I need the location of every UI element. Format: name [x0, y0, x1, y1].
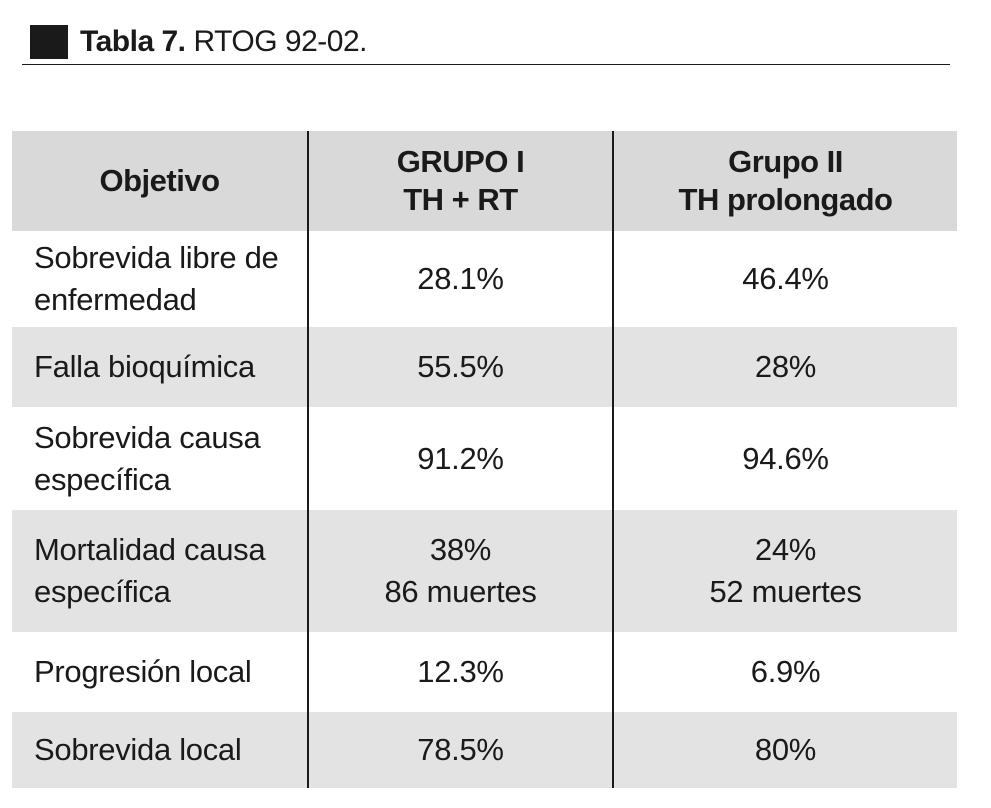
- value-line: 6.9%: [750, 654, 821, 689]
- header-group-2: Grupo II TH prolongado: [612, 131, 957, 231]
- group-2-value: 94.6%: [612, 407, 957, 510]
- caption-label: Tabla 7.: [80, 25, 186, 58]
- value-line: 86 muertes: [384, 574, 537, 609]
- value-line: 55.5%: [417, 349, 504, 384]
- row-label-line: Sobrevida local: [34, 732, 242, 767]
- caption-text: RTOG 92-02.: [193, 25, 367, 58]
- header-objective-text: Objetivo: [99, 163, 220, 198]
- value-line: 28%: [754, 349, 817, 384]
- header-row: Objetivo GRUPO I TH + RT Grupo II TH pro…: [12, 131, 957, 231]
- group-1-value: 38% 86 muertes: [307, 510, 613, 632]
- value-line: 91.2%: [417, 440, 504, 476]
- group-1-value: 28.1%: [307, 231, 613, 327]
- value-line: 46.4%: [742, 261, 829, 296]
- row-label-line: Falla bioquímica: [34, 349, 255, 384]
- row-label-line: Sobrevida libre de: [34, 240, 279, 275]
- table-row: Sobrevida causa específica 91.2% 94.6%: [12, 407, 957, 510]
- row-label-line: Mortalidad causa: [34, 532, 266, 567]
- header-objective: Objetivo: [12, 131, 308, 231]
- value-line: 12.3%: [417, 654, 504, 689]
- table-caption: Tabla 7. RTOG 92-02.: [30, 22, 367, 62]
- caption-divider: [22, 64, 950, 65]
- header-group-1: GRUPO I TH + RT: [307, 131, 613, 231]
- header-group-1-name: GRUPO I: [396, 144, 525, 179]
- table-row: Mortalidad causa específica 38% 86 muert…: [12, 510, 957, 632]
- value-line: 78.5%: [417, 732, 504, 767]
- value-line: 80%: [754, 732, 817, 767]
- header-group-2-name: Grupo II: [728, 144, 843, 179]
- row-label: Sobrevida libre de enfermedad: [12, 231, 308, 327]
- row-label: Sobrevida causa específica: [12, 407, 308, 510]
- row-label: Mortalidad causa específica: [12, 510, 308, 632]
- value-line: 38%: [429, 532, 492, 567]
- header-group-2-treatment: TH prolongado: [678, 182, 893, 217]
- table-row: Sobrevida local 78.5% 80%: [12, 712, 957, 788]
- group-1-value: 78.5%: [307, 712, 613, 788]
- group-1-value: 12.3%: [307, 632, 613, 712]
- table-row: Progresión local 12.3% 6.9%: [12, 632, 957, 712]
- row-label-line: Progresión local: [34, 654, 252, 689]
- group-2-value: 80%: [612, 712, 957, 788]
- row-label: Progresión local: [12, 632, 308, 712]
- group-2-value: 28%: [612, 327, 957, 407]
- header-group-1-treatment: TH + RT: [403, 182, 518, 217]
- value-line: 28.1%: [417, 261, 504, 296]
- row-label-line: enfermedad: [34, 282, 197, 317]
- row-label: Falla bioquímica: [12, 327, 308, 407]
- value-line: 94.6%: [742, 440, 829, 476]
- results-table: Objetivo GRUPO I TH + RT Grupo II TH pro…: [12, 131, 957, 788]
- group-1-value: 55.5%: [307, 327, 613, 407]
- value-line: 52 muertes: [709, 574, 862, 609]
- group-2-value: 6.9%: [612, 632, 957, 712]
- row-label-line: específica: [34, 461, 171, 497]
- row-label: Sobrevida local: [12, 712, 308, 788]
- caption-square-icon: [30, 25, 68, 59]
- table-row: Falla bioquímica 55.5% 28%: [12, 327, 957, 407]
- group-2-value: 24% 52 muertes: [612, 510, 957, 632]
- row-label-line: específica: [34, 574, 171, 609]
- group-1-value: 91.2%: [307, 407, 613, 510]
- value-line: 24%: [754, 532, 817, 567]
- row-label-line: Sobrevida causa: [34, 419, 261, 455]
- group-2-value: 46.4%: [612, 231, 957, 327]
- table-row: Sobrevida libre de enfermedad 28.1% 46.4…: [12, 231, 957, 327]
